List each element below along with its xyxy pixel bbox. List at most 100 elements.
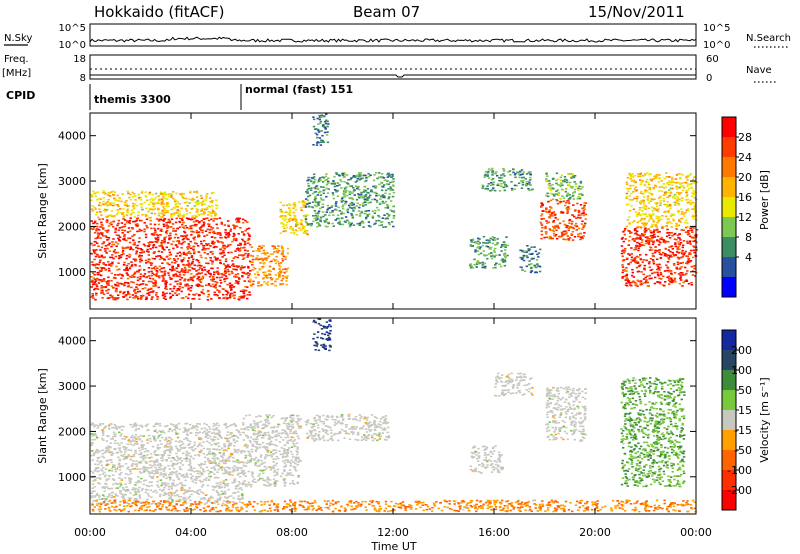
- power-cell: [103, 248, 107, 250]
- power-cell: [281, 277, 285, 280]
- power-cell: [625, 267, 628, 269]
- power-cell: [194, 216, 198, 218]
- velocity-cell: [240, 428, 243, 430]
- power-cell: [652, 178, 655, 180]
- power-cell: [478, 242, 482, 244]
- power-cell: [692, 182, 696, 184]
- power-cell: [284, 256, 288, 258]
- power-cell: [258, 268, 261, 270]
- power-cell: [149, 291, 153, 293]
- power-cell: [364, 217, 368, 220]
- power-cell: [276, 260, 280, 263]
- power-cell: [580, 223, 584, 225]
- power-cell: [282, 204, 285, 207]
- power-cell: [662, 251, 665, 254]
- power-cell: [199, 285, 202, 287]
- power-cell: [638, 264, 641, 267]
- power-cell: [352, 210, 355, 212]
- power-cell: [122, 253, 125, 255]
- velocity-cell: [228, 456, 232, 459]
- power-cell: [138, 228, 141, 231]
- power-cell: [118, 197, 121, 199]
- power-cell: [132, 239, 135, 242]
- power-cell: [90, 276, 93, 278]
- power-cell: [192, 276, 195, 278]
- power-cell: [106, 247, 109, 250]
- power-cell: [557, 192, 561, 194]
- power-cell: [669, 250, 672, 253]
- power-cell: [639, 226, 642, 228]
- power-cell: [504, 255, 507, 258]
- power-cell: [157, 202, 160, 205]
- power-cell: [316, 141, 320, 143]
- velocity-cell: [150, 496, 153, 498]
- power-cell: [364, 194, 368, 196]
- power-cell: [547, 184, 550, 186]
- power-cell: [239, 268, 243, 271]
- power-cell: [288, 212, 291, 215]
- power-cell: [148, 277, 152, 280]
- power-cell: [678, 220, 681, 222]
- power-cell: [362, 222, 365, 224]
- power-cell: [106, 244, 110, 246]
- power-cell: [187, 279, 190, 282]
- power-cell: [568, 181, 572, 184]
- power-cell: [147, 258, 150, 260]
- power-cell: [569, 185, 572, 188]
- power-cell: [305, 191, 308, 193]
- power-cell: [681, 197, 684, 199]
- power-cell: [319, 186, 323, 188]
- power-cell: [559, 184, 562, 186]
- power-cell: [120, 274, 124, 276]
- power-cell: [308, 202, 311, 204]
- power-cell: [137, 193, 140, 196]
- power-cell: [670, 180, 674, 183]
- power-cell: [100, 214, 103, 216]
- power-cell: [272, 267, 275, 269]
- power-cell: [632, 179, 635, 181]
- power-cell: [188, 251, 191, 253]
- power-cell: [211, 261, 214, 263]
- power-cell: [650, 206, 654, 209]
- power-cell: [145, 196, 148, 198]
- power-cell: [324, 128, 327, 130]
- power-cell: [198, 264, 201, 267]
- power-cell: [362, 191, 366, 193]
- power-cell: [138, 256, 141, 258]
- power-cell: [578, 193, 581, 195]
- velocity-cell: [170, 446, 173, 448]
- power-cell: [672, 219, 675, 222]
- power-cell: [100, 269, 103, 271]
- power-cell: [661, 215, 664, 217]
- power-cell: [338, 184, 341, 186]
- power-cell: [125, 214, 129, 216]
- power-cell: [202, 211, 206, 213]
- velocity-cell: [223, 445, 226, 447]
- power-cell: [392, 178, 395, 180]
- power-cell: [178, 285, 181, 288]
- power-cell: [624, 238, 627, 240]
- power-cell: [644, 281, 647, 284]
- power-cell: [167, 274, 171, 277]
- velocity-cell: [217, 503, 220, 505]
- power-cell: [627, 263, 630, 266]
- power-cell: [195, 270, 198, 272]
- power-cell: [659, 266, 662, 269]
- power-cell: [381, 185, 384, 188]
- power-cell: [215, 218, 219, 220]
- velocity-cell: [128, 469, 131, 471]
- power-cell: [202, 247, 205, 249]
- power-cell: [486, 245, 490, 248]
- velocity-cell: [190, 478, 193, 480]
- power-cell: [469, 263, 472, 265]
- power-cell: [110, 265, 113, 267]
- power-cell: [344, 216, 348, 218]
- power-cell: [140, 295, 144, 298]
- power-cell: [226, 283, 229, 286]
- power-cell: [390, 221, 394, 223]
- power-cell: [357, 194, 361, 196]
- power-cell: [233, 225, 236, 228]
- power-cell: [316, 136, 319, 139]
- power-cell: [682, 186, 686, 189]
- power-cell: [92, 283, 95, 286]
